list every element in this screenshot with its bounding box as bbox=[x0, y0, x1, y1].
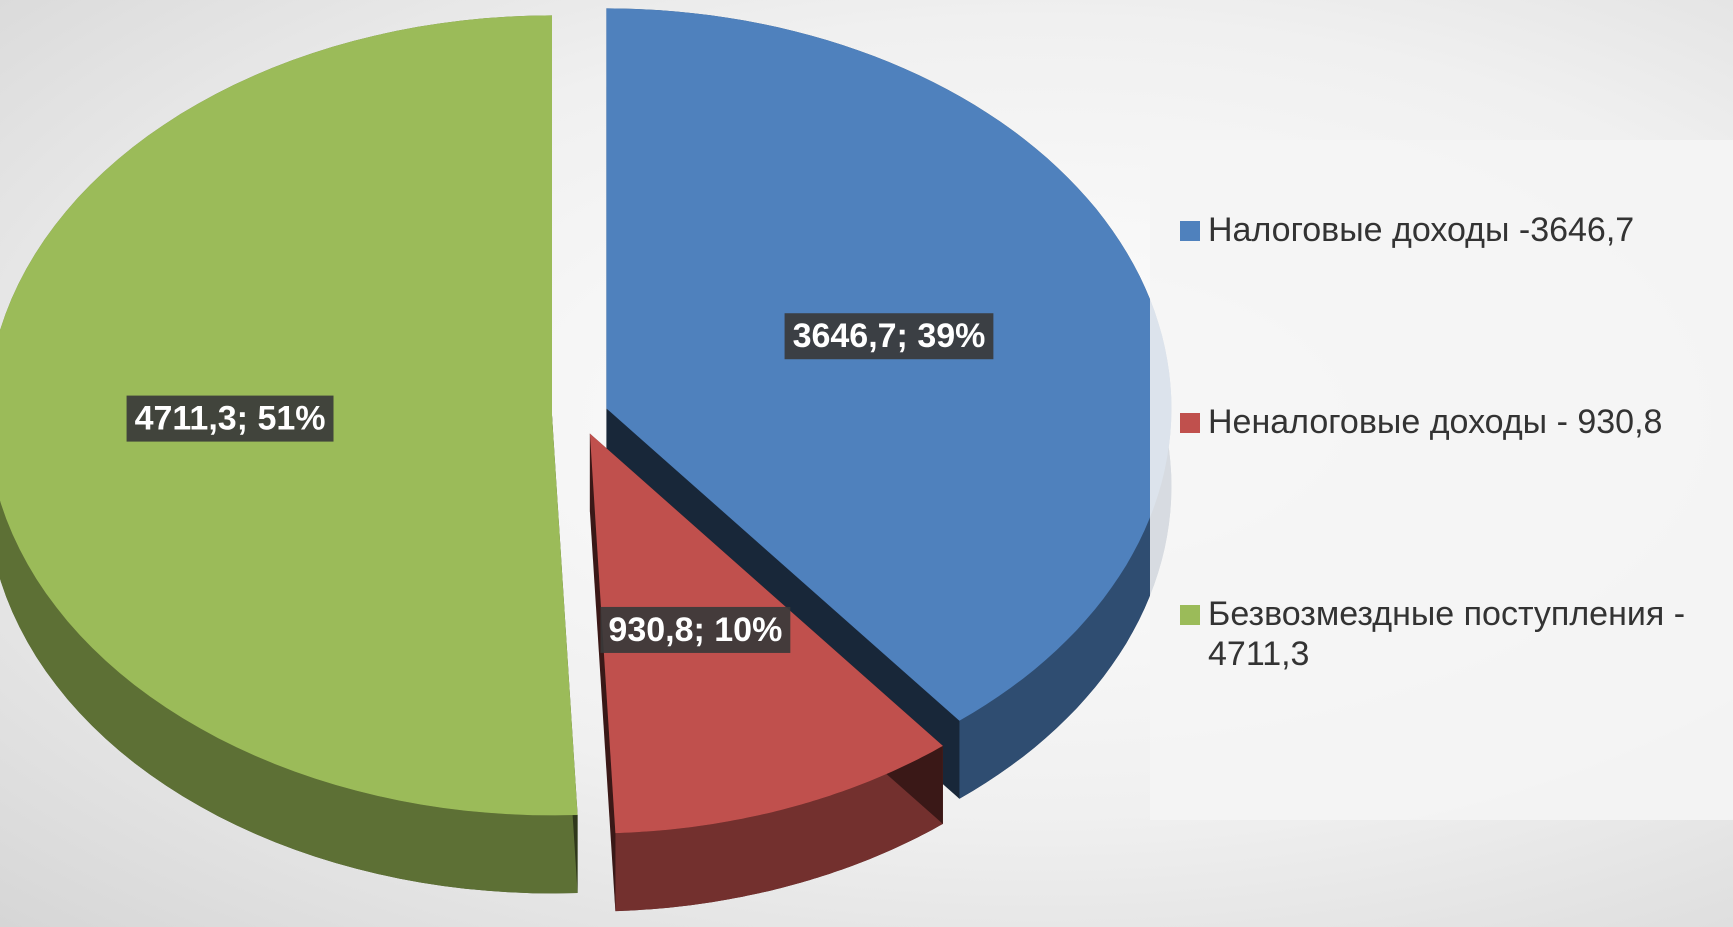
legend-item: Неналоговые доходы - 930,8 bbox=[1180, 402, 1733, 442]
legend-label: Налоговые доходы -3646,7 bbox=[1208, 211, 1635, 249]
legend: Налоговые доходы -3646,7 Неналоговые дохо… bbox=[1150, 140, 1733, 820]
legend-label: Неналоговые доходы - 930,8 bbox=[1208, 403, 1663, 441]
legend-item: Налоговые доходы -3646,7 bbox=[1180, 210, 1733, 250]
data-label-box bbox=[784, 313, 994, 360]
slice-rim bbox=[615, 745, 943, 912]
data-label-box bbox=[126, 395, 334, 442]
slice bbox=[606, 8, 1172, 721]
data-label: 930,8; 10% bbox=[600, 606, 791, 653]
legend-swatch bbox=[1180, 605, 1200, 625]
legend-swatch bbox=[1180, 221, 1200, 241]
legend-item: Безвозмездные поступления - 4711,3 bbox=[1180, 594, 1733, 674]
data-label-text: 3646,7; 39% bbox=[793, 317, 986, 355]
data-label-text: 4711,3; 51% bbox=[135, 400, 326, 438]
slice-wall bbox=[589, 433, 616, 912]
data-label-box bbox=[600, 606, 791, 653]
data-label: 4711,3; 51% bbox=[126, 395, 334, 442]
legend-label: Безвозмездные поступления - 4711,3 bbox=[1208, 595, 1686, 673]
data-label: 3646,7; 39% bbox=[784, 313, 994, 360]
legend-swatch bbox=[1180, 413, 1200, 433]
data-label-text: 930,8; 10% bbox=[608, 611, 782, 649]
